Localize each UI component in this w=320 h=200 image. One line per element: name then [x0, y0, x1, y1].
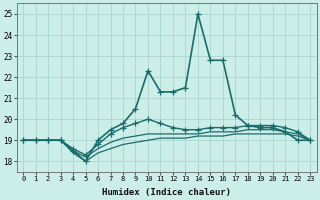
X-axis label: Humidex (Indice chaleur): Humidex (Indice chaleur) — [102, 188, 231, 197]
